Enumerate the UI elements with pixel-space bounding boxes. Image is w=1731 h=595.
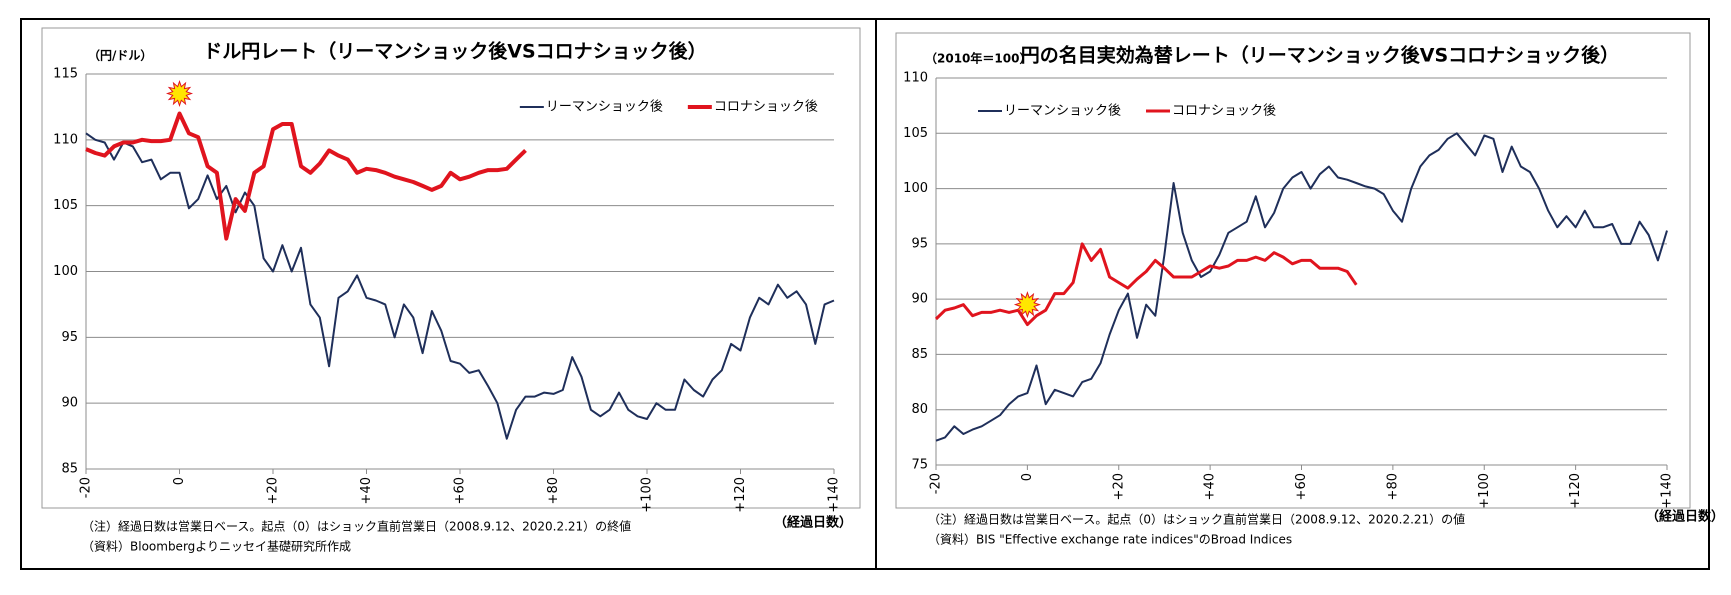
note: （注）経過日数は営業日ベース。起点（0）はショック直前営業日（2008.9.12… [82, 519, 631, 534]
shock-marker [1013, 291, 1041, 319]
outer-frame [20, 18, 1710, 570]
series-line [85, 111, 527, 241]
note: （注）経過日数は営業日ベース。起点（0）はショック直前営業日（2008.9.12… [928, 512, 1465, 527]
note: （資料）BIS "Effective exchange rate indices… [928, 533, 1292, 547]
x-tick-label: +80 [546, 477, 561, 504]
chart-frame [41, 27, 861, 509]
x-tick-label: +120 [1568, 473, 1583, 509]
series-line [935, 132, 1668, 442]
chart-title: 円の名目実効為替レート（リーマンショック後VSコロナショック後） [1021, 44, 1619, 67]
y-tick-label: 85 [61, 462, 78, 477]
x-tick-label: -20 [929, 473, 944, 494]
y-tick-label: 110 [903, 71, 928, 86]
x-axis-label: （経過日数） [774, 515, 852, 531]
chart-title: ドル円レート（リーマンショック後VSコロナショック後） [203, 40, 706, 63]
legend-label: コロナショック後 [714, 100, 818, 115]
y-tick-label: 105 [53, 198, 78, 213]
x-tick-label: +40 [1203, 473, 1218, 500]
x-tick-label: +140 [827, 477, 842, 513]
chart-frame [895, 32, 1691, 509]
x-tick-label: +20 [1111, 473, 1126, 500]
shock-marker [165, 79, 194, 108]
y-tick-label: 75 [911, 458, 928, 473]
y-tick-label: 80 [911, 402, 928, 417]
x-tick-label: +80 [1385, 473, 1400, 500]
y-tick-label: 115 [53, 67, 78, 82]
legend-label: リーマンショック後 [546, 100, 663, 115]
y-tick-label: 110 [53, 132, 78, 147]
y-tick-label: 100 [53, 264, 78, 279]
x-tick-label: +100 [640, 477, 655, 513]
x-tick-label: 0 [1020, 473, 1035, 481]
x-tick-label: +60 [1294, 473, 1309, 500]
y-tick-label: 95 [911, 236, 928, 251]
y-tick-label: 90 [911, 292, 928, 307]
x-tick-label: -20 [79, 477, 94, 498]
legend-label: リーマンショック後 [1004, 104, 1121, 119]
x-tick-label: 0 [172, 477, 187, 485]
y-tick-label: 105 [903, 126, 928, 141]
y-tick-label: 90 [61, 396, 78, 411]
legend-label: コロナショック後 [1172, 104, 1276, 119]
series-line [85, 132, 835, 440]
x-tick-label: +60 [453, 477, 468, 504]
x-tick-label: +40 [359, 477, 374, 504]
y-axis-label: （円/ドル） [88, 48, 152, 63]
x-tick-label: +120 [733, 477, 748, 513]
y-tick-label: 100 [903, 181, 928, 196]
note: （資料）Bloombergよりニッセイ基礎研究所作成 [82, 539, 351, 554]
x-tick-label: +140 [1660, 473, 1675, 509]
y-tick-label: 95 [61, 330, 78, 345]
y-axis-label: （2010年＝100） [925, 51, 1031, 66]
x-tick-label: +20 [266, 477, 281, 504]
series-line [934, 242, 1358, 327]
y-tick-label: 85 [911, 347, 928, 362]
x-axis-label: （経過日数） [1646, 509, 1724, 525]
x-tick-label: +100 [1477, 473, 1492, 509]
